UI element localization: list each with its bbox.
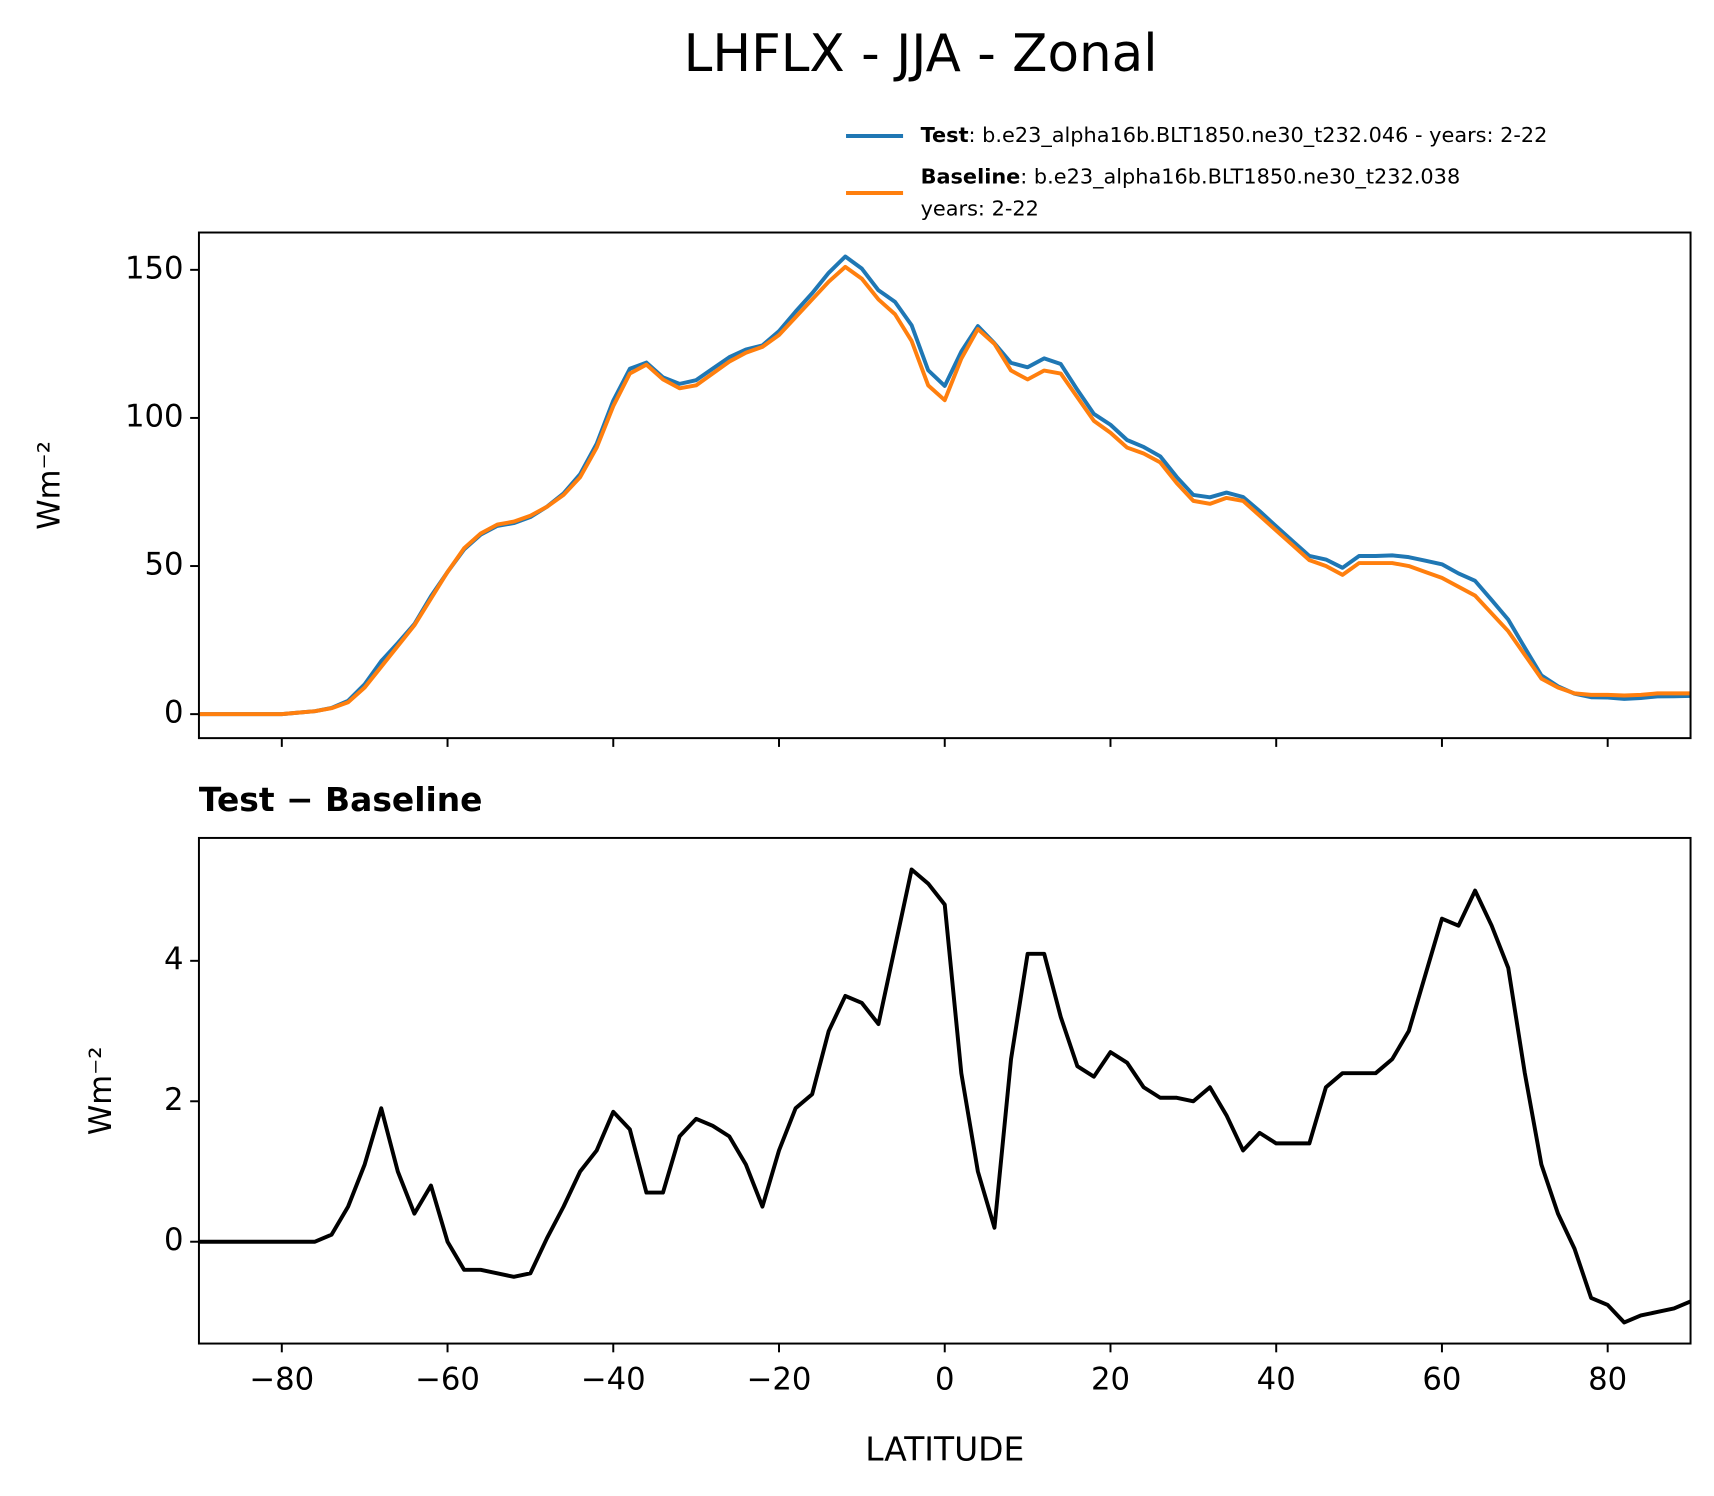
x-tick-label: 0: [935, 1362, 955, 1397]
plot-area: [198, 867, 1691, 1325]
legend-detail: : b.e23_alpha16b.BLT1850.ne30_t232.046 -…: [969, 123, 1548, 148]
x-tick-label: 20: [1091, 1362, 1130, 1397]
legend-label: Test: b.e23_alpha16b.BLT1850.ne30_t232.0…: [921, 123, 1548, 148]
legend-detail: : b.e23_alpha16b.BLT1850.ne30_t232.038: [1020, 165, 1460, 190]
subplot-title: Test − Baseline: [199, 780, 483, 819]
legend-label: Baseline: b.e23_alpha16b.BLT1850.ne30_t2…: [921, 165, 1461, 190]
y-tick-label: 150: [125, 251, 184, 286]
y-tick-label: 0: [164, 696, 184, 731]
data-line: [198, 867, 1691, 1325]
axes-frame: [197, 836, 1692, 1345]
x-tick-label: −60: [415, 1362, 480, 1397]
x-tick-label: 80: [1588, 1362, 1627, 1397]
x-tick-label: −20: [747, 1362, 812, 1397]
y-tick-label: 2: [164, 1083, 184, 1118]
data-line: [198, 264, 1691, 717]
legend-name: Baseline: [921, 165, 1021, 189]
x-tick-label: −40: [581, 1362, 646, 1397]
x-tick-label: 40: [1257, 1362, 1296, 1397]
y-axis-label: Wm⁻²: [84, 1046, 119, 1135]
y-tick-label: 50: [145, 548, 184, 583]
axes-frame: [197, 231, 1692, 740]
y-axis-label: Wm⁻²: [32, 441, 67, 530]
x-axis-label: LATITUDE: [865, 1430, 1024, 1469]
x-tick-label: −80: [249, 1362, 314, 1397]
y-tick-label: 100: [125, 399, 184, 434]
figure-title: LHFLX - JJA - Zonal: [684, 24, 1158, 84]
plot-area: [198, 254, 1691, 717]
legend-detail: years: 2-22: [921, 196, 1039, 220]
y-tick-label: 0: [164, 1223, 184, 1258]
x-tick-label: 60: [1422, 1362, 1461, 1397]
y-tick-label: 4: [164, 942, 184, 977]
legend-name: Test: [921, 123, 969, 147]
